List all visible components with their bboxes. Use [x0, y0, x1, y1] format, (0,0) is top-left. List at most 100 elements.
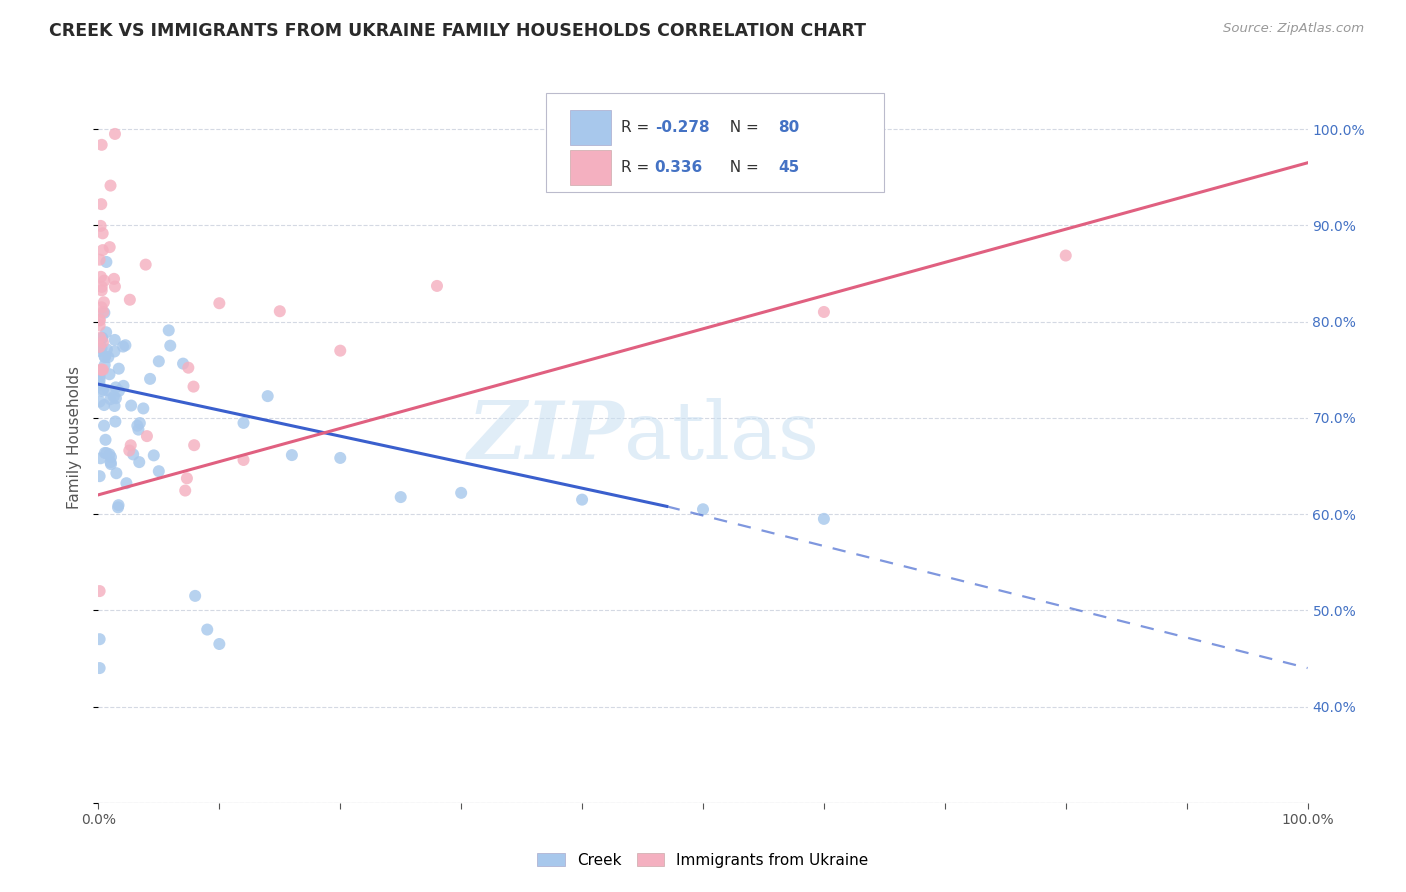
Point — [103, 272, 125, 286]
Point — [94, 433, 117, 447]
Point — [93, 306, 115, 320]
Point — [128, 416, 150, 430]
Point — [89, 335, 111, 350]
Text: N =: N = — [720, 161, 763, 176]
Point — [103, 399, 125, 413]
Point — [112, 379, 135, 393]
Point — [89, 373, 111, 387]
Point — [94, 326, 117, 340]
Point — [96, 343, 118, 357]
Text: Source: ZipAtlas.com: Source: ZipAtlas.com — [1223, 22, 1364, 36]
Point — [89, 370, 111, 384]
Point — [104, 127, 127, 141]
Point — [89, 330, 111, 344]
Point — [91, 335, 114, 350]
Point — [208, 637, 231, 651]
Point — [103, 344, 125, 359]
Point — [100, 450, 122, 465]
Point — [90, 362, 112, 376]
Text: N =: N = — [720, 120, 763, 135]
Text: R =: R = — [621, 161, 659, 176]
Point — [103, 390, 125, 404]
Point — [184, 589, 207, 603]
Text: 80: 80 — [778, 120, 799, 135]
Point — [90, 301, 112, 315]
Point — [89, 469, 111, 483]
Point — [90, 362, 112, 376]
Point — [135, 258, 157, 272]
Point — [389, 490, 412, 504]
Point — [159, 339, 181, 353]
Point — [89, 632, 111, 647]
Point — [91, 362, 114, 376]
Point — [89, 318, 111, 333]
Point — [89, 584, 111, 599]
Text: CREEK VS IMMIGRANTS FROM UKRAINE FAMILY HOUSEHOLDS CORRELATION CHART: CREEK VS IMMIGRANTS FROM UKRAINE FAMILY … — [49, 22, 866, 40]
Point — [148, 354, 170, 368]
Point — [89, 394, 111, 409]
Point — [148, 464, 170, 478]
Point — [107, 361, 129, 376]
Point — [90, 269, 112, 284]
Point — [104, 333, 127, 347]
Point — [93, 295, 115, 310]
Point — [127, 423, 149, 437]
Point — [122, 447, 145, 461]
Point — [93, 274, 115, 288]
Point — [105, 467, 128, 481]
Point — [89, 313, 111, 327]
Point — [89, 366, 111, 380]
Point — [89, 661, 111, 675]
Point — [89, 313, 111, 327]
Point — [136, 429, 159, 443]
Point — [142, 449, 165, 463]
Point — [100, 392, 122, 406]
Point — [104, 380, 127, 394]
Point — [813, 305, 835, 319]
Point — [91, 383, 114, 397]
Point — [91, 384, 114, 398]
Point — [94, 350, 117, 364]
Point — [89, 252, 111, 267]
Point — [176, 471, 198, 485]
Point — [104, 391, 127, 405]
Point — [91, 331, 114, 345]
Point — [91, 305, 114, 319]
Point — [98, 447, 121, 461]
Point — [281, 448, 304, 462]
Text: 0.336: 0.336 — [655, 161, 703, 176]
Point — [195, 623, 218, 637]
Point — [118, 293, 141, 307]
Point — [90, 280, 112, 294]
Point — [90, 137, 112, 152]
FancyBboxPatch shape — [569, 151, 612, 186]
Point — [100, 178, 122, 193]
Point — [90, 284, 112, 298]
Point — [100, 457, 122, 471]
Point — [90, 451, 112, 466]
Point — [256, 389, 278, 403]
Text: -0.278: -0.278 — [655, 120, 709, 135]
Point — [139, 372, 162, 386]
Point — [100, 455, 122, 469]
Point — [112, 340, 135, 354]
Point — [91, 243, 114, 257]
FancyBboxPatch shape — [546, 94, 884, 192]
Point — [232, 453, 254, 467]
Point — [183, 438, 205, 452]
Point — [1054, 248, 1077, 262]
Point — [90, 197, 112, 211]
Point — [232, 416, 254, 430]
Point — [118, 443, 141, 458]
Point — [450, 486, 472, 500]
Point — [89, 343, 111, 358]
Point — [104, 415, 127, 429]
Point — [426, 279, 449, 293]
Point — [90, 341, 112, 355]
Point — [91, 227, 114, 241]
Text: ZIP: ZIP — [468, 399, 624, 475]
Point — [813, 512, 835, 526]
Point — [96, 446, 118, 460]
Point — [329, 343, 352, 358]
Point — [97, 350, 120, 364]
